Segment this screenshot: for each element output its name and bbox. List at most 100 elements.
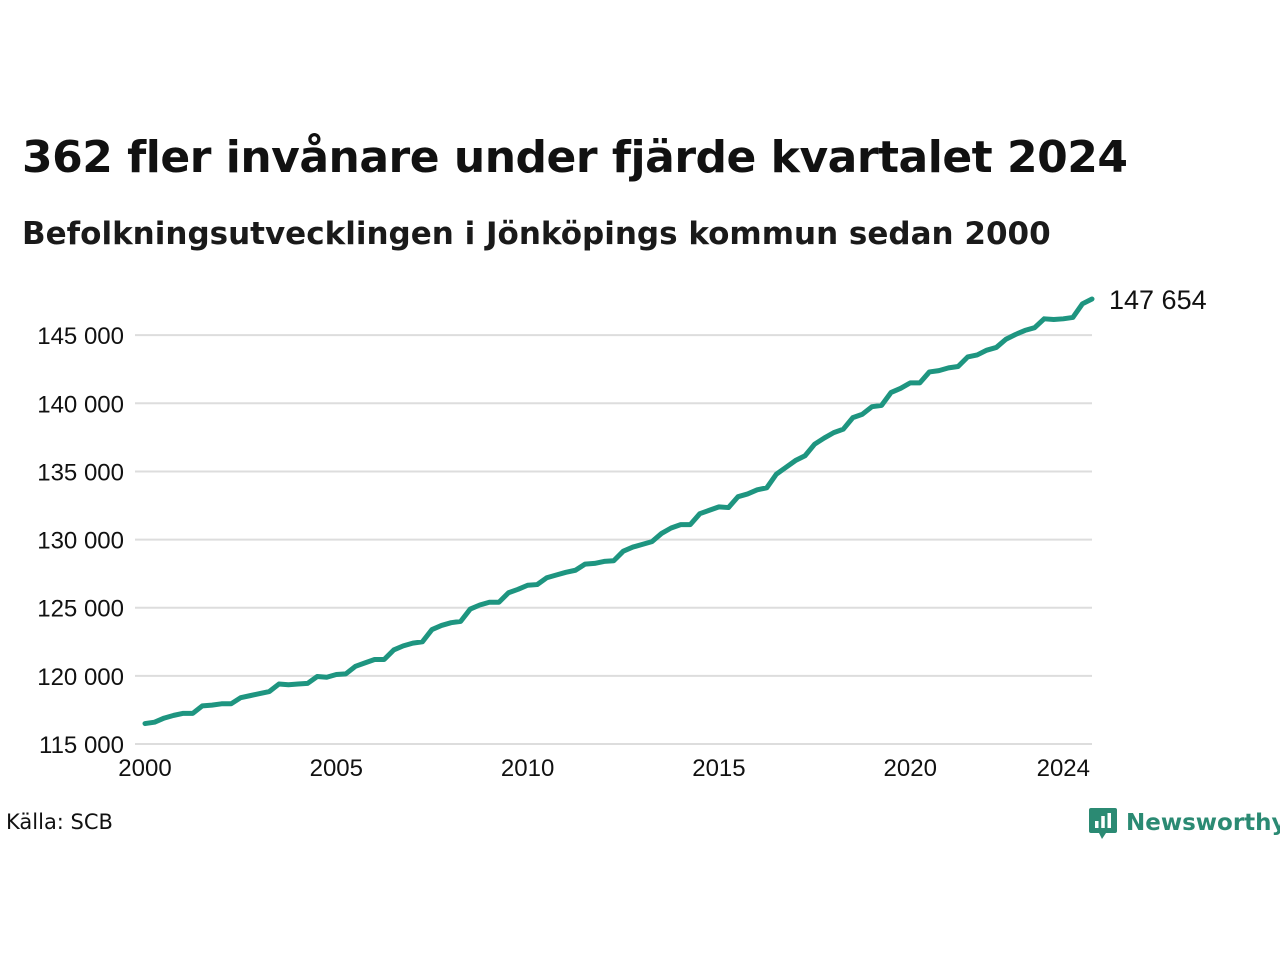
data-point [249, 694, 252, 697]
data-point [316, 675, 318, 678]
data-point [172, 714, 175, 717]
data-point [1081, 303, 1084, 305]
y-tick-label: 130 000 [37, 528, 124, 555]
population-line [142, 296, 1095, 727]
data-point [144, 722, 146, 725]
data-point [239, 696, 242, 699]
data-point [153, 721, 156, 723]
data-point [871, 405, 873, 408]
y-axis-ticks: 115 000 120 000 125 000 130 000 135 000 140 0… [37, 323, 124, 759]
data-point [584, 563, 586, 565]
data-point [775, 473, 778, 475]
data-point [297, 683, 299, 685]
x-tick-label: 2015 [692, 755, 745, 782]
data-point [622, 550, 625, 552]
data-point [890, 391, 892, 394]
grid-lines [135, 334, 1092, 745]
data-point [699, 512, 701, 515]
data-point [938, 369, 940, 372]
data-point [794, 459, 797, 462]
data-point [278, 683, 280, 685]
x-tick-label: 2000 [118, 755, 171, 782]
data-point [459, 620, 462, 623]
end-value-label: 147 654 [1109, 285, 1207, 315]
data-point [909, 382, 912, 384]
data-point [718, 506, 720, 508]
chart-subtitle: Befolkningsutvecklingen i Jönköpings kom… [22, 216, 1051, 252]
data-point [861, 413, 864, 416]
data-point [670, 527, 672, 529]
data-point [632, 546, 634, 548]
data-point [899, 387, 902, 390]
x-tick-label: 2005 [310, 755, 363, 782]
data-point [182, 712, 185, 715]
data-point [689, 523, 692, 526]
data-point [230, 702, 232, 705]
data-point [1024, 329, 1026, 332]
x-tick-label: 2020 [884, 755, 937, 782]
data-point [402, 645, 405, 647]
data-point [383, 658, 385, 661]
data-point [947, 367, 950, 369]
data-point [919, 382, 921, 384]
data-point [478, 604, 481, 606]
x-axis-ticks: 2000 2005 2010 2015 2020 2024 [118, 755, 1090, 782]
data-point [985, 349, 988, 351]
data-point [392, 649, 395, 651]
data-point [966, 356, 969, 358]
data-point [163, 717, 165, 719]
data-point [192, 712, 194, 715]
data-point [928, 371, 931, 373]
y-tick-label: 120 000 [37, 664, 124, 691]
data-point [1062, 318, 1065, 320]
data-point [708, 509, 711, 512]
data-point [641, 543, 644, 546]
y-tick-label: 140 000 [37, 391, 124, 418]
data-point [765, 486, 768, 489]
x-tick-label: 2010 [501, 755, 554, 782]
data-point [335, 673, 338, 676]
data-point [593, 562, 596, 565]
data-point [325, 676, 328, 679]
data-point [1043, 318, 1045, 320]
data-point [813, 443, 816, 445]
data-point [679, 523, 682, 526]
data-point [1052, 318, 1055, 321]
data-point [957, 365, 959, 368]
data-point [507, 591, 510, 594]
data-point [526, 584, 529, 587]
data-point [220, 702, 223, 705]
data-point [364, 662, 366, 664]
data-point [727, 506, 730, 509]
data-point [1033, 326, 1036, 329]
data-point [450, 621, 452, 624]
data-point [852, 416, 854, 419]
data-point [842, 428, 845, 430]
data-point [306, 682, 309, 685]
data-point [756, 489, 759, 491]
data-point [1005, 338, 1007, 341]
newsworthy-logo: Newsworthy [1088, 806, 1280, 840]
data-point [488, 601, 491, 604]
data-point [517, 588, 519, 591]
newsworthy-logo-icon [1089, 808, 1117, 839]
data-point [536, 583, 538, 586]
data-point [832, 431, 835, 434]
data-point [1091, 298, 1093, 300]
data-point [785, 466, 787, 469]
data-point [1072, 316, 1074, 319]
data-point [545, 576, 548, 579]
data-point [804, 454, 806, 457]
data-point [612, 559, 615, 562]
chart-title: 362 fler invånare under fjärde kvartalet… [22, 132, 1128, 183]
data-point [603, 560, 605, 563]
data-point [995, 346, 998, 349]
data-point [373, 658, 376, 661]
data-point [421, 640, 424, 643]
data-point [746, 493, 749, 495]
x-tick-label: 2024 [1037, 755, 1090, 782]
data-point [345, 673, 347, 675]
y-tick-label: 125 000 [37, 596, 124, 623]
data-point [737, 495, 739, 498]
